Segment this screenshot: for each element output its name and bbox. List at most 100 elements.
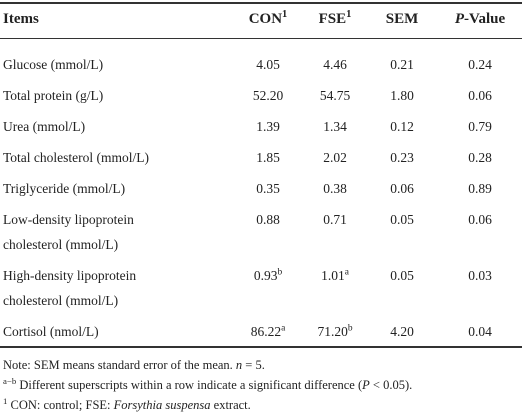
text: 0.05 bbox=[390, 212, 414, 227]
sup-text: a bbox=[281, 323, 286, 334]
text: 4.46 bbox=[323, 57, 347, 72]
header-cell: SEM bbox=[367, 7, 437, 32]
text: 1.39 bbox=[256, 119, 280, 134]
italic-text: P bbox=[454, 11, 465, 27]
text: 0.88 bbox=[256, 212, 280, 227]
row-label: High-density lipoprotein bbox=[3, 268, 137, 283]
value-cell: 0.06 bbox=[445, 83, 515, 108]
text: CON: control; FSE: bbox=[7, 398, 114, 412]
sup-text: b bbox=[347, 323, 353, 334]
text: 0.35 bbox=[256, 181, 280, 196]
text: 1.34 bbox=[323, 119, 347, 134]
row-label: Low-density lipoprotein bbox=[3, 212, 134, 227]
text: 0.06 bbox=[468, 88, 492, 103]
sup-text: a−b bbox=[3, 375, 17, 386]
value-cell: 1.39 bbox=[233, 114, 303, 139]
text: 1.01 bbox=[321, 268, 345, 283]
text: 1.85 bbox=[256, 150, 280, 165]
text: 86.22 bbox=[250, 324, 282, 339]
sup-text: 1 bbox=[282, 9, 288, 20]
value-cell: 52.20 bbox=[233, 83, 303, 108]
bottom-rule bbox=[0, 346, 522, 348]
value-cell: 54.75 bbox=[300, 83, 370, 108]
value-cell: 0.24 bbox=[445, 52, 515, 77]
text: 52.20 bbox=[252, 88, 284, 103]
text: Different superscripts within a row indi… bbox=[16, 378, 363, 392]
row-label: cholesterol (mmol/L) bbox=[3, 237, 119, 252]
value-cell: 0.88 bbox=[233, 207, 303, 232]
text: 54.75 bbox=[319, 88, 351, 103]
text: 0.04 bbox=[468, 324, 492, 339]
value-cell: 0.38 bbox=[300, 176, 370, 201]
value-cell: 0.05 bbox=[367, 207, 437, 232]
value-cell: 86.22a bbox=[233, 319, 303, 344]
text: 0.03 bbox=[468, 268, 492, 283]
text: SEM bbox=[385, 11, 419, 27]
italic-text: Forsythia suspensa bbox=[113, 398, 211, 412]
text: Items bbox=[3, 11, 39, 27]
value-cell: 0.06 bbox=[367, 176, 437, 201]
value-cell: 0.71 bbox=[300, 207, 370, 232]
value-cell: 1.34 bbox=[300, 114, 370, 139]
value-cell: 0.79 bbox=[445, 114, 515, 139]
row-label: Total cholesterol (mmol/L) bbox=[3, 150, 150, 165]
row-label: cholesterol (mmol/L) bbox=[3, 293, 119, 308]
text: 0.71 bbox=[323, 212, 347, 227]
footnote: 1 CON: control; FSE: Forsythia suspensa … bbox=[3, 395, 251, 413]
text: FSE bbox=[318, 11, 347, 27]
value-cell: 1.85 bbox=[233, 145, 303, 170]
row-label: Glucose (mmol/L) bbox=[3, 57, 104, 72]
sup-text: b bbox=[277, 267, 283, 278]
text: 0.12 bbox=[390, 119, 414, 134]
sup-text: 1 bbox=[3, 395, 8, 406]
text: 1.80 bbox=[390, 88, 414, 103]
value-cell: 0.28 bbox=[445, 145, 515, 170]
sup-text: 1 bbox=[346, 9, 352, 20]
sup-text: a bbox=[344, 267, 349, 278]
header-cell: P-Value bbox=[445, 7, 515, 32]
header-rule bbox=[0, 38, 522, 39]
text: Note: SEM means standard error of the me… bbox=[3, 358, 236, 372]
value-cell: 0.05 bbox=[367, 263, 437, 288]
value-cell: 1.01a bbox=[300, 263, 370, 288]
italic-text: P bbox=[362, 378, 370, 392]
header-cell: Items bbox=[3, 7, 39, 32]
footnote: Note: SEM means standard error of the me… bbox=[3, 358, 265, 373]
value-cell: 1.80 bbox=[367, 83, 437, 108]
value-cell: 0.21 bbox=[367, 52, 437, 77]
header-cell: FSE1 bbox=[300, 7, 370, 32]
text: < 0.05). bbox=[369, 378, 413, 392]
text: 0.24 bbox=[468, 57, 492, 72]
footnote: a−b Different superscripts within a row … bbox=[3, 375, 413, 393]
text: 4.05 bbox=[256, 57, 280, 72]
top-rule bbox=[0, 2, 522, 4]
text: 0.21 bbox=[390, 57, 414, 72]
row-label: Triglyceride (mmol/L) bbox=[3, 181, 126, 196]
text: extract. bbox=[210, 398, 251, 412]
text: 0.93 bbox=[253, 268, 278, 283]
value-cell: 0.23 bbox=[367, 145, 437, 170]
row-label: Urea (mmol/L) bbox=[3, 119, 86, 134]
text: 0.06 bbox=[390, 181, 414, 196]
value-cell: 0.03 bbox=[445, 263, 515, 288]
value-cell: 4.46 bbox=[300, 52, 370, 77]
text: 4.20 bbox=[390, 324, 414, 339]
value-cell: 0.89 bbox=[445, 176, 515, 201]
text: = 5. bbox=[242, 358, 265, 372]
value-cell: 0.06 bbox=[445, 207, 515, 232]
text: 0.28 bbox=[468, 150, 492, 165]
value-cell: 71.20b bbox=[300, 319, 370, 344]
value-cell: 0.35 bbox=[233, 176, 303, 201]
value-cell: 4.05 bbox=[233, 52, 303, 77]
text: 0.06 bbox=[468, 212, 492, 227]
italic-text: n bbox=[235, 358, 243, 372]
text: 2.02 bbox=[323, 150, 347, 165]
value-cell: 4.20 bbox=[367, 319, 437, 344]
value-cell: 0.93b bbox=[233, 263, 303, 288]
text: 0.38 bbox=[323, 181, 347, 196]
text: CON bbox=[248, 11, 283, 27]
row-label: Total protein (g/L) bbox=[3, 88, 104, 103]
text: -Value bbox=[464, 11, 506, 27]
text: 0.23 bbox=[390, 150, 414, 165]
